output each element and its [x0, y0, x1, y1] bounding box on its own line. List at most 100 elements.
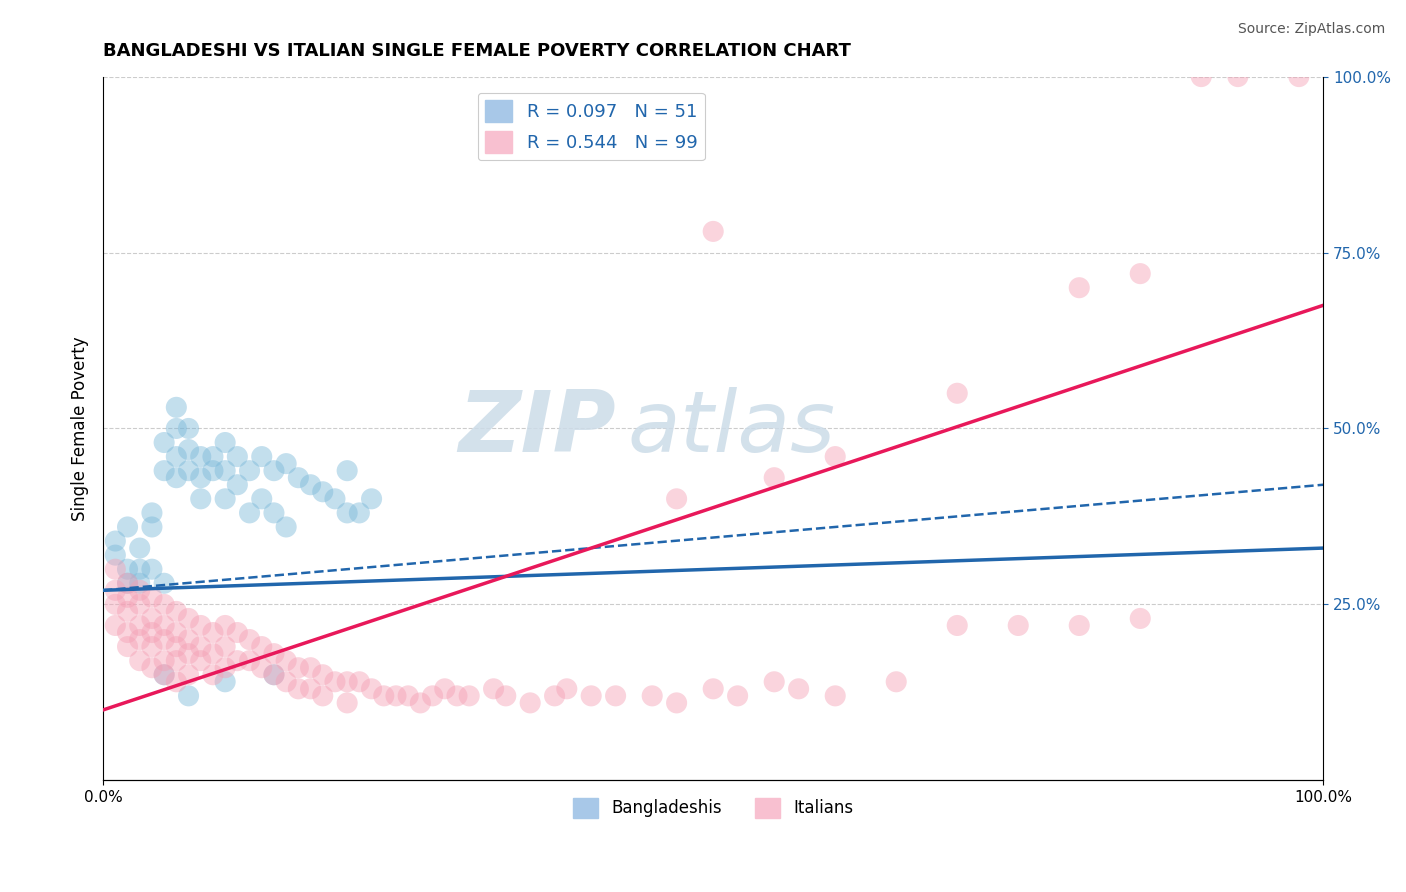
Point	[104, 534, 127, 549]
Point	[177, 689, 200, 703]
Point	[238, 464, 260, 478]
Point	[128, 618, 150, 632]
Point	[396, 689, 419, 703]
Point	[336, 464, 359, 478]
Point	[104, 583, 127, 598]
Point	[312, 689, 335, 703]
Point	[128, 583, 150, 598]
Point	[787, 681, 810, 696]
Point	[141, 625, 163, 640]
Point	[153, 654, 176, 668]
Point	[128, 632, 150, 647]
Point	[665, 491, 688, 506]
Point	[128, 576, 150, 591]
Point	[946, 618, 969, 632]
Point	[104, 598, 127, 612]
Point	[128, 562, 150, 576]
Point	[1226, 70, 1249, 84]
Point	[287, 471, 309, 485]
Point	[579, 689, 602, 703]
Point	[153, 618, 176, 632]
Point	[349, 674, 371, 689]
Point	[1007, 618, 1029, 632]
Point	[336, 674, 359, 689]
Point	[299, 681, 322, 696]
Point	[201, 625, 224, 640]
Point	[177, 667, 200, 681]
Point	[312, 667, 335, 681]
Point	[299, 661, 322, 675]
Point	[201, 667, 224, 681]
Point	[165, 450, 187, 464]
Point	[238, 632, 260, 647]
Point	[153, 667, 176, 681]
Point	[141, 640, 163, 654]
Point	[458, 689, 481, 703]
Point	[495, 689, 517, 703]
Y-axis label: Single Female Poverty: Single Female Poverty	[72, 336, 89, 521]
Point	[165, 625, 187, 640]
Point	[287, 661, 309, 675]
Point	[153, 667, 176, 681]
Point	[141, 562, 163, 576]
Point	[201, 647, 224, 661]
Point	[946, 386, 969, 401]
Point	[385, 689, 408, 703]
Point	[104, 618, 127, 632]
Legend: Bangladeshis, Italians: Bangladeshis, Italians	[567, 791, 860, 825]
Point	[641, 689, 664, 703]
Point	[605, 689, 627, 703]
Point	[214, 491, 236, 506]
Point	[226, 654, 249, 668]
Point	[287, 681, 309, 696]
Point	[117, 591, 139, 605]
Point	[190, 450, 212, 464]
Point	[543, 689, 565, 703]
Point	[177, 632, 200, 647]
Point	[1189, 70, 1212, 84]
Point	[360, 491, 382, 506]
Point	[165, 674, 187, 689]
Point	[1129, 267, 1152, 281]
Point	[1069, 618, 1091, 632]
Point	[165, 654, 187, 668]
Point	[190, 491, 212, 506]
Point	[214, 464, 236, 478]
Point	[263, 647, 285, 661]
Point	[226, 625, 249, 640]
Point	[117, 576, 139, 591]
Point	[727, 689, 749, 703]
Point	[433, 681, 456, 696]
Point	[128, 541, 150, 555]
Point	[214, 674, 236, 689]
Point	[824, 450, 846, 464]
Point	[482, 681, 505, 696]
Point	[104, 548, 127, 562]
Point	[263, 667, 285, 681]
Point	[141, 611, 163, 625]
Point	[276, 654, 298, 668]
Point	[141, 661, 163, 675]
Point	[276, 674, 298, 689]
Point	[128, 654, 150, 668]
Point	[360, 681, 382, 696]
Point	[165, 421, 187, 435]
Point	[117, 520, 139, 534]
Text: atlas: atlas	[628, 387, 835, 470]
Point	[349, 506, 371, 520]
Point	[409, 696, 432, 710]
Point	[177, 464, 200, 478]
Point	[117, 625, 139, 640]
Point	[226, 450, 249, 464]
Point	[165, 640, 187, 654]
Point	[422, 689, 444, 703]
Point	[141, 506, 163, 520]
Point	[214, 640, 236, 654]
Point	[214, 435, 236, 450]
Point	[555, 681, 578, 696]
Point	[177, 421, 200, 435]
Point	[276, 520, 298, 534]
Point	[763, 674, 786, 689]
Point	[323, 491, 346, 506]
Point	[238, 506, 260, 520]
